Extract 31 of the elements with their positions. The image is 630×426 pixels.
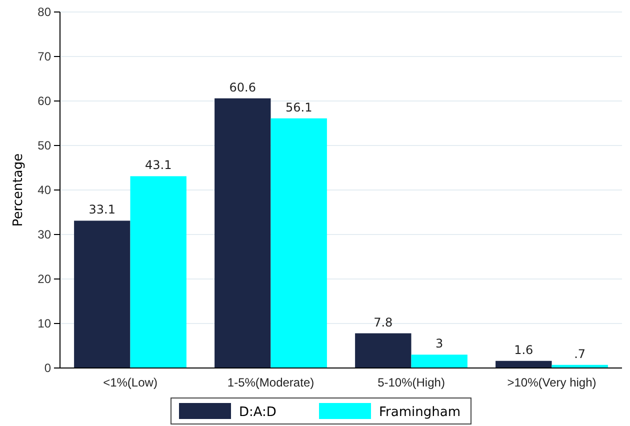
y-tick-label: 10 [38, 316, 52, 330]
bar [411, 354, 468, 368]
y-axis-title: Percentage [11, 153, 26, 227]
data-label: 7.8 [374, 315, 393, 330]
bar [355, 333, 412, 368]
y-tick-label: 80 [38, 4, 52, 19]
x-tick-label: 5-10%(High) [378, 376, 445, 390]
y-tick-label: 40 [38, 182, 52, 197]
legend-label: D:A:D [239, 405, 276, 420]
bar [130, 176, 186, 368]
bar [214, 98, 271, 368]
legend-label: Framingham [379, 405, 460, 420]
data-label: 60.6 [229, 80, 256, 94]
x-tick-label: <1%(Low) [103, 376, 158, 390]
y-tick-label: 0 [44, 360, 52, 375]
data-label: 33.1 [88, 202, 116, 217]
y-tick-label: 20 [38, 272, 52, 286]
data-label: 1.6 [514, 342, 534, 357]
data-label: 56.1 [285, 100, 312, 114]
bar [496, 360, 552, 368]
y-tick-label: 50 [38, 138, 52, 152]
y-tick-label: 30 [38, 227, 52, 242]
y-tick-label: 60 [38, 94, 52, 108]
data-label: 43.1 [144, 158, 172, 172]
y-tick-label: 70 [38, 49, 52, 64]
bar [74, 220, 130, 368]
bar [270, 118, 327, 368]
x-tick-label: >10%(Very high) [507, 376, 596, 390]
x-tick-label: 1-5%(Moderate) [227, 376, 314, 390]
data-label: .7 [574, 346, 586, 361]
data-label: 3 [436, 336, 444, 351]
